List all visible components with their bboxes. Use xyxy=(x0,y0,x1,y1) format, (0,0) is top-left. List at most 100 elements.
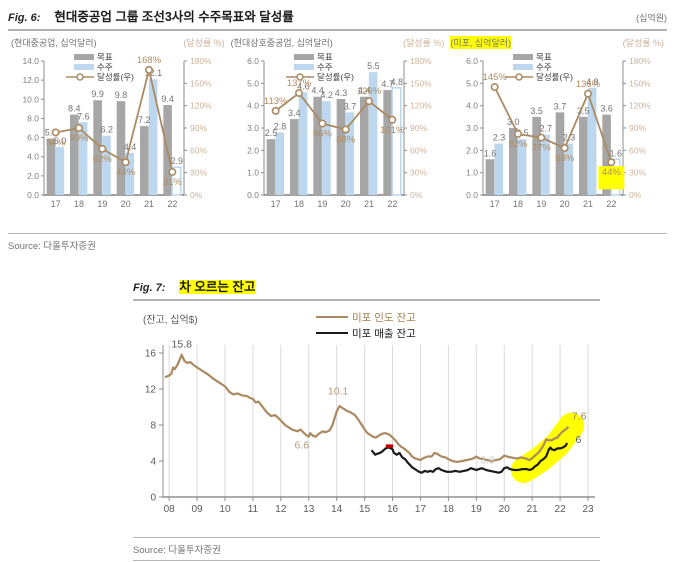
svg-text:44%: 44% xyxy=(116,167,136,178)
svg-text:145%: 145% xyxy=(483,72,508,83)
svg-text:수주: 수주 xyxy=(97,62,113,72)
svg-text:10.0: 10.0 xyxy=(22,94,39,104)
svg-text:2.5: 2.5 xyxy=(516,128,529,138)
samho-chart-subtitle: (현대삼호중공업, 십억달러) xyxy=(230,37,333,48)
svg-text:1.0: 1.0 xyxy=(247,168,259,178)
svg-text:6.0: 6.0 xyxy=(247,56,259,66)
figure-6-source: Source: 다올투자증권 xyxy=(8,233,667,252)
svg-text:0%: 0% xyxy=(190,190,203,200)
svg-text:113%: 113% xyxy=(264,96,288,107)
svg-text:9.9: 9.9 xyxy=(91,89,104,99)
svg-text:120%: 120% xyxy=(190,101,212,111)
svg-text:5.0: 5.0 xyxy=(247,78,259,88)
svg-text:0%: 0% xyxy=(629,190,642,200)
svg-text:4.0: 4.0 xyxy=(27,152,39,162)
svg-text:19: 19 xyxy=(537,199,547,209)
svg-text:4.8: 4.8 xyxy=(586,77,599,87)
svg-text:2.3: 2.3 xyxy=(493,133,506,143)
svg-text:62%: 62% xyxy=(93,154,113,165)
svg-text:60%: 60% xyxy=(410,145,427,155)
hhi-bar-chart: 0.0 2.0 4.0 6.0 8.0 10.0 12.0 14.0 0% 30% 60% 90% 12… xyxy=(22,52,212,209)
svg-text:3.0: 3.0 xyxy=(247,123,259,133)
svg-text:150%: 150% xyxy=(190,78,212,88)
svg-text:4.6: 4.6 xyxy=(297,81,310,91)
svg-text:2.0: 2.0 xyxy=(247,145,259,155)
svg-text:13: 13 xyxy=(303,504,315,515)
svg-text:9.8: 9.8 xyxy=(115,90,128,100)
svg-text:30%: 30% xyxy=(410,168,427,178)
svg-text:4.2: 4.2 xyxy=(320,90,333,100)
samho-right-axis-label: (달성률 %) xyxy=(403,37,445,48)
svg-text:90%: 90% xyxy=(190,123,207,133)
samho-chart-panel: (현대삼호중공업, 십억달러) (달성률 %) 0.0 1.0 2.0 3.0 4.0 5… xyxy=(228,35,448,225)
svg-text:20: 20 xyxy=(340,199,350,209)
svg-text:10: 10 xyxy=(219,504,231,515)
delivery-backlog-swatch xyxy=(316,315,348,319)
backlog-legend: 미포 인도 잔고 미포 매출 잔고 xyxy=(316,309,416,341)
svg-text:6: 6 xyxy=(575,434,581,446)
svg-text:3.5: 3.5 xyxy=(531,106,544,116)
figure-7-source: Source: 다올투자증권 xyxy=(133,537,600,561)
svg-text:126%: 126% xyxy=(357,86,382,97)
backlog-line-chart: 0 4 8 12 16 08 09 10 11 12 13 14 15 16 17 18 19 20 21 22 23 1… xyxy=(145,339,595,515)
svg-text:1.0: 1.0 xyxy=(467,168,479,178)
svg-text:4.8: 4.8 xyxy=(390,77,403,87)
svg-text:수주: 수주 xyxy=(317,62,333,72)
svg-text:8.0: 8.0 xyxy=(27,113,39,123)
svg-text:90%: 90% xyxy=(629,123,646,133)
svg-text:168%: 168% xyxy=(137,55,162,66)
svg-text:22: 22 xyxy=(387,199,397,209)
svg-text:2.5: 2.5 xyxy=(264,128,277,138)
svg-text:63%: 63% xyxy=(556,153,576,164)
mipo-chart-panel: (미포, 십억달러) (달성률 %) 0.0 1.0 2.0 3.0 4.0 5.0 6.0… xyxy=(447,35,667,225)
svg-text:2.7: 2.7 xyxy=(540,124,553,134)
svg-text:150%: 150% xyxy=(410,78,432,88)
svg-text:목표: 목표 xyxy=(536,52,552,62)
svg-text:18: 18 xyxy=(443,504,455,515)
svg-text:120%: 120% xyxy=(410,101,432,111)
svg-text:22: 22 xyxy=(607,199,617,209)
hhi-chart-subtitle: (현대중공업, 십억달러) xyxy=(11,37,97,48)
svg-text:11: 11 xyxy=(248,504,259,515)
svg-text:96%: 96% xyxy=(312,129,332,140)
svg-text:4.4: 4.4 xyxy=(358,86,371,96)
svg-text:2.8: 2.8 xyxy=(273,121,286,131)
svg-text:2.9: 2.9 xyxy=(170,156,183,166)
svg-text:14.0: 14.0 xyxy=(22,56,39,66)
backlog-chart-area: (잔고, 십억$) 미포 인도 잔고 미포 매출 잔고 0 4 8 12 16 08 09 1… xyxy=(133,303,600,529)
svg-text:09: 09 xyxy=(192,504,204,515)
svg-text:7.2: 7.2 xyxy=(138,115,151,125)
svg-text:30%: 30% xyxy=(629,168,646,178)
svg-text:136%: 136% xyxy=(576,79,601,90)
svg-text:88%: 88% xyxy=(336,134,356,145)
svg-text:90%: 90% xyxy=(410,123,427,133)
svg-text:120%: 120% xyxy=(629,101,651,111)
svg-text:77%: 77% xyxy=(532,143,552,154)
svg-text:0%: 0% xyxy=(410,190,423,200)
svg-text:16: 16 xyxy=(387,504,399,515)
svg-text:150%: 150% xyxy=(629,78,651,88)
svg-text:23: 23 xyxy=(582,504,594,515)
svg-text:4.0: 4.0 xyxy=(467,101,479,111)
svg-text:4.0: 4.0 xyxy=(247,101,259,111)
svg-text:82%: 82% xyxy=(509,139,529,150)
svg-text:44%: 44% xyxy=(602,167,622,178)
figure-7: Fig. 7: 차 오르는 잔고 (잔고, 십억$) 미포 인도 잔고 미포 매… xyxy=(133,276,600,561)
figure-6: Fig. 6: 현대중공업 그룹 조선3사의 수주목표와 달성률 (십억원) (… xyxy=(8,6,667,252)
sales-backlog-swatch xyxy=(316,331,348,335)
svg-text:18: 18 xyxy=(513,199,523,209)
figure-6-unit-label: (십억원) xyxy=(636,13,667,23)
figure-7-title: 차 오르는 잔고 xyxy=(179,280,256,294)
svg-text:180%: 180% xyxy=(629,56,651,66)
svg-text:수주: 수주 xyxy=(536,62,552,72)
svg-text:17: 17 xyxy=(51,199,61,209)
svg-text:0.0: 0.0 xyxy=(467,190,479,200)
backlog-y-axis-label: (잔고, 십억$) xyxy=(143,315,198,326)
svg-text:달성률(우): 달성률(우) xyxy=(536,72,573,82)
sales-backlog-legend-label: 미포 매출 잔고 xyxy=(352,327,416,340)
svg-text:30%: 30% xyxy=(190,168,207,178)
svg-text:6.2: 6.2 xyxy=(100,125,113,135)
svg-text:18: 18 xyxy=(74,199,84,209)
svg-text:16: 16 xyxy=(145,349,157,360)
